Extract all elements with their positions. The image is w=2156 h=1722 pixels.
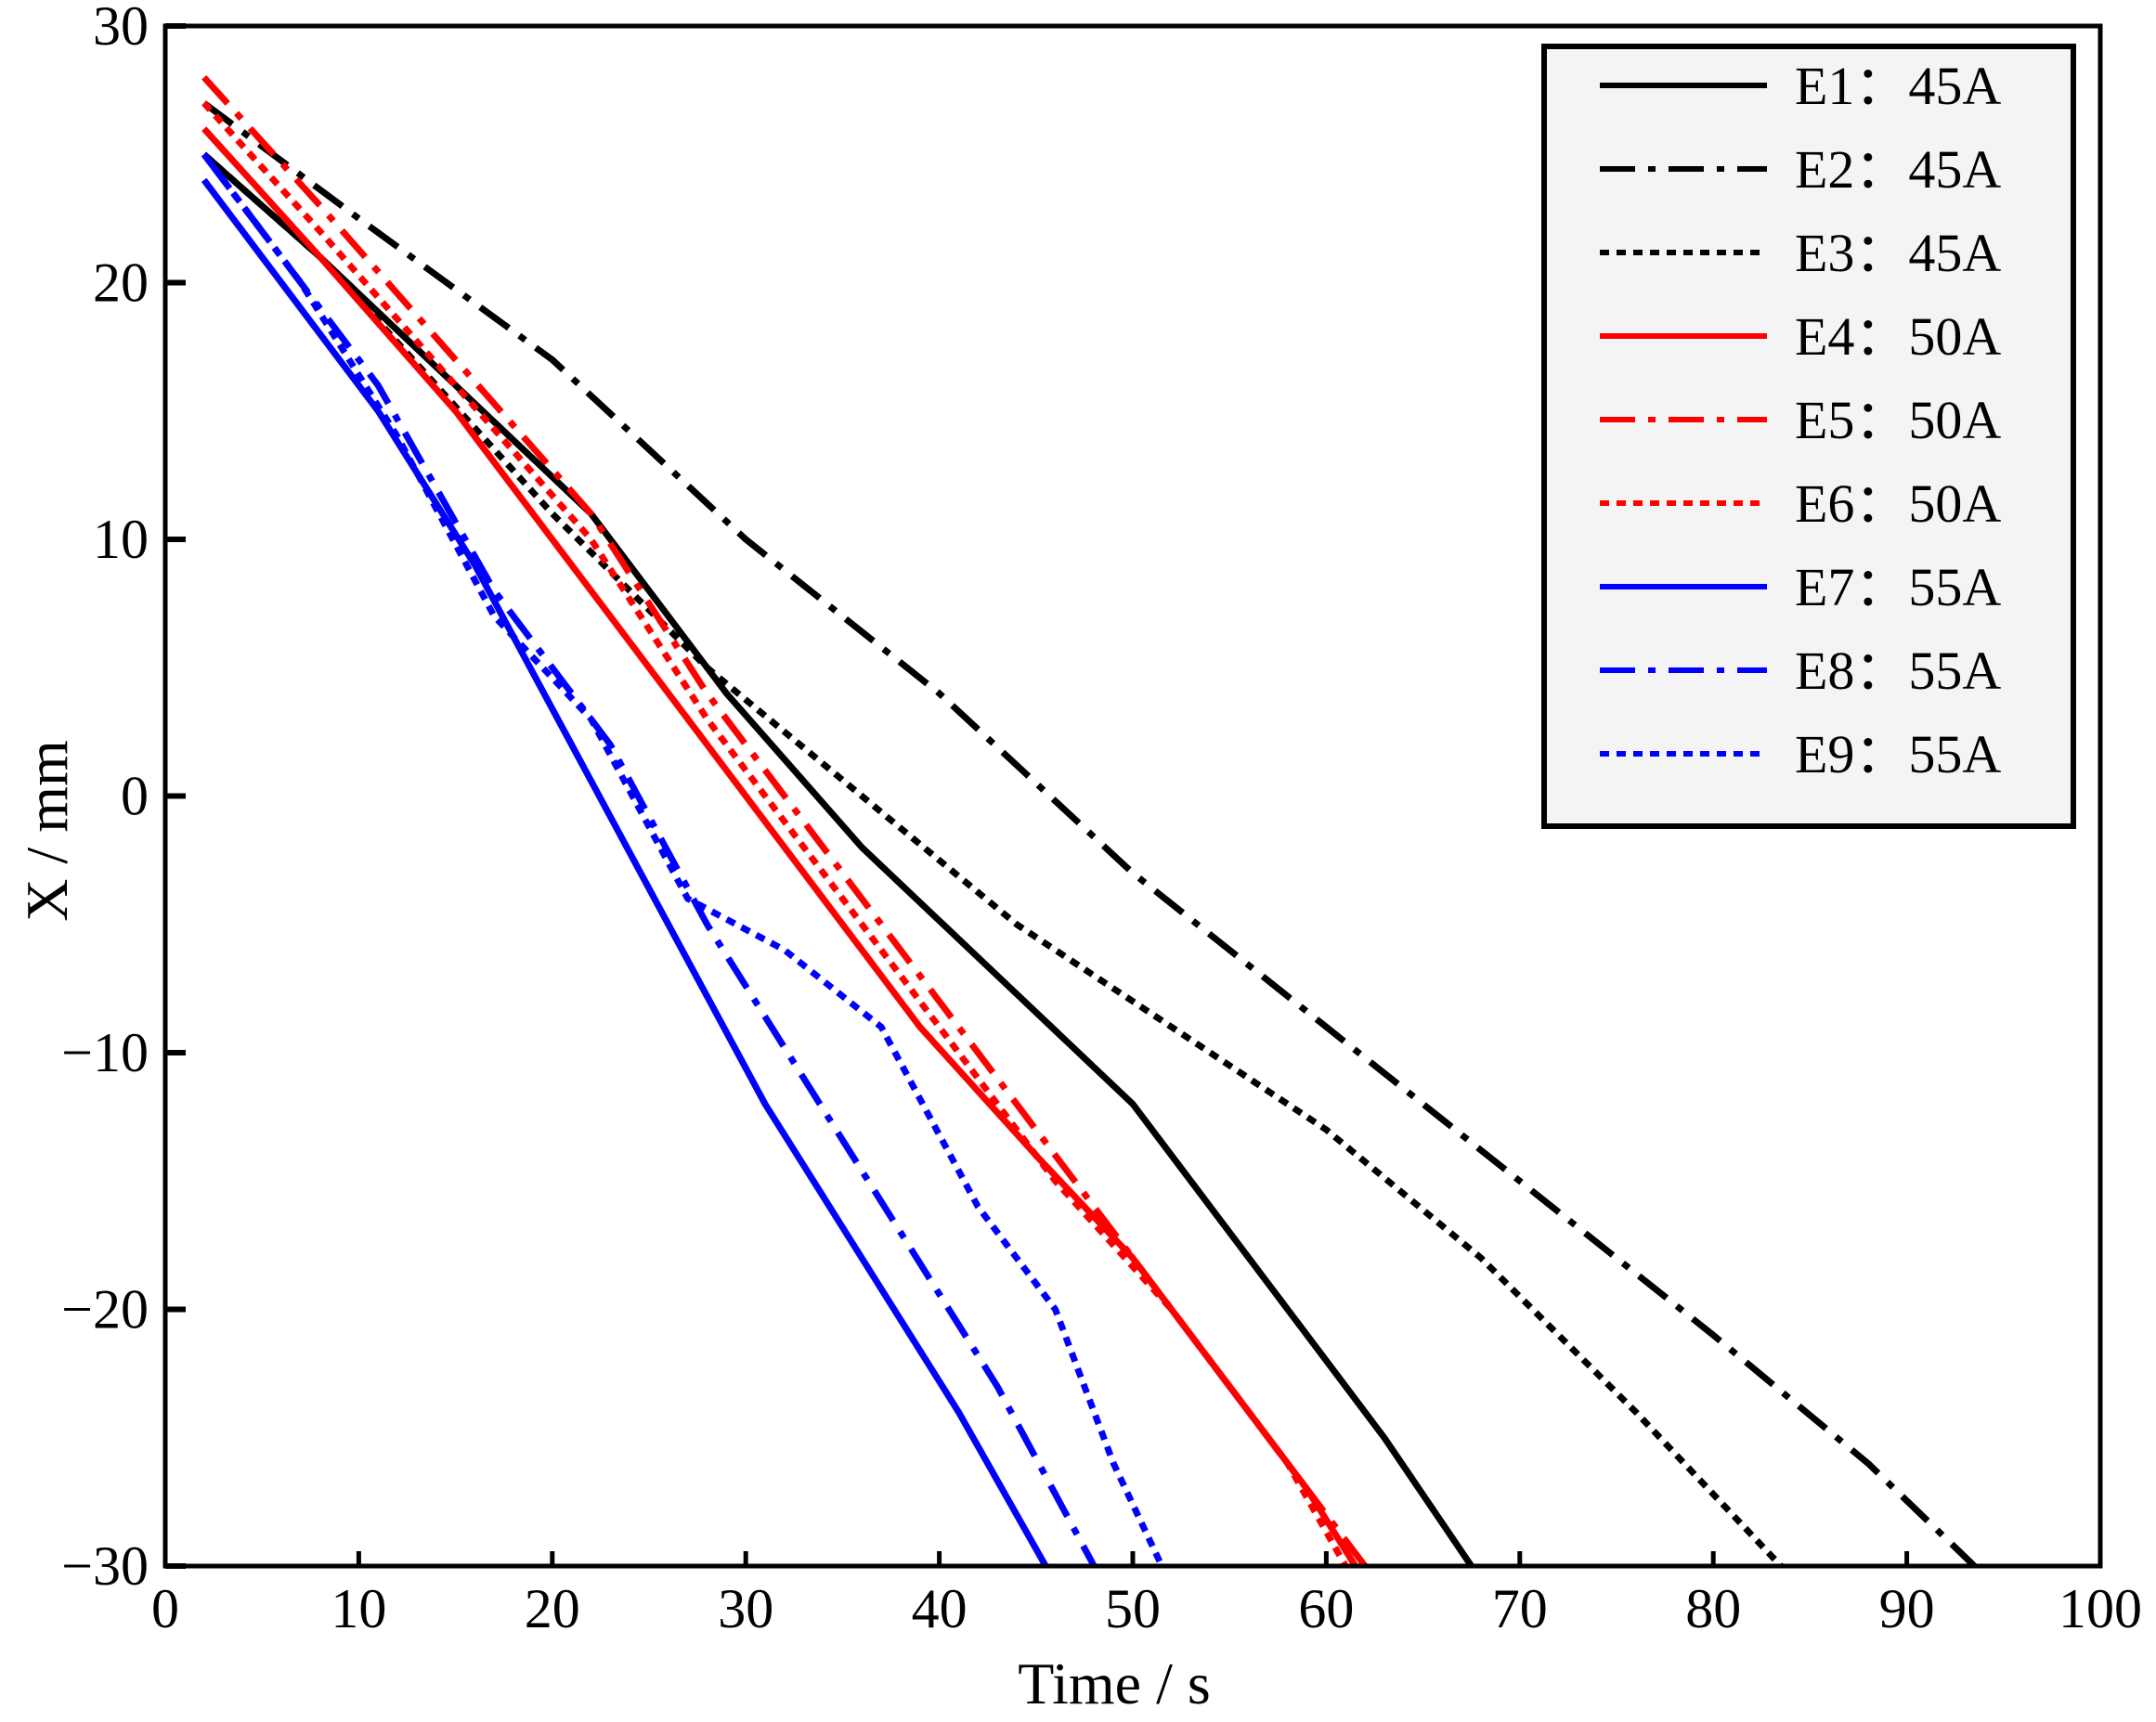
series-line-e6: [201, 100, 1349, 1568]
y-tick-label: 30: [93, 0, 149, 57]
series-line-e1: [201, 151, 1474, 1568]
legend-label-e9: E9：55A: [1795, 724, 2001, 784]
x-tick-label: 80: [1685, 1578, 1741, 1639]
x-tick-label: 90: [1879, 1578, 1935, 1639]
x-tick-label: 0: [151, 1578, 179, 1639]
x-tick-label: 20: [525, 1578, 580, 1639]
legend-box: [1541, 44, 2076, 829]
x-axis-title: Time / s: [1018, 1651, 1211, 1716]
y-tick-label: 0: [121, 766, 149, 827]
legend-label-e8: E8：55A: [1795, 641, 2001, 701]
y-tick-label: −20: [61, 1279, 149, 1340]
x-tick-label: 30: [718, 1578, 773, 1639]
y-tick-label: −30: [61, 1535, 149, 1597]
series-line-e2: [201, 100, 1977, 1569]
y-axis-title: X / mm: [14, 740, 80, 922]
series-line-e7: [201, 177, 1049, 1568]
x-tick-label: 100: [2059, 1578, 2142, 1639]
legend-label-e6: E6：50A: [1795, 473, 2001, 534]
legend-label-e4: E4：50A: [1795, 306, 2001, 367]
x-tick-label: 40: [912, 1578, 968, 1639]
y-tick-label: 10: [93, 509, 149, 570]
legend-label-e7: E7：55A: [1795, 557, 2001, 617]
y-tick-label: −10: [61, 1022, 149, 1083]
series-line-e4: [201, 126, 1358, 1568]
series-line-e8: [201, 152, 1097, 1568]
series-layer: [201, 74, 1977, 1569]
legend-label-e1: E1：45A: [1795, 56, 2001, 116]
legend: E1：45A E2：45A E3：45A E4：50A E5：50A E6：50A E7：5…: [1541, 44, 2076, 829]
x-tick-label: 70: [1492, 1578, 1548, 1639]
x-tick-label: 60: [1298, 1578, 1354, 1639]
series-line-e3: [201, 151, 1784, 1569]
legend-label-e5: E5：50A: [1795, 390, 2001, 450]
x-tick-label: 10: [331, 1578, 386, 1639]
y-tick-label: 20: [93, 252, 149, 314]
legend-label-e2: E2：45A: [1795, 139, 2001, 200]
x-tick-label: 50: [1105, 1578, 1161, 1639]
legend-label-e3: E3：45A: [1795, 223, 2001, 283]
